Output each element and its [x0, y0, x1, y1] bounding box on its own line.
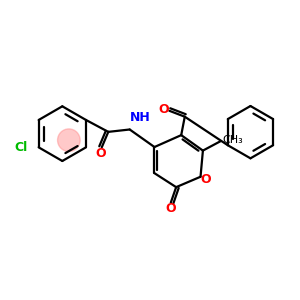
Text: O: O	[201, 172, 211, 186]
Text: O: O	[165, 202, 175, 215]
Text: Cl: Cl	[14, 141, 27, 154]
Circle shape	[58, 129, 80, 152]
Text: NH: NH	[130, 111, 151, 124]
Text: O: O	[159, 103, 169, 116]
Text: CH₃: CH₃	[223, 136, 243, 146]
Text: O: O	[96, 147, 106, 161]
